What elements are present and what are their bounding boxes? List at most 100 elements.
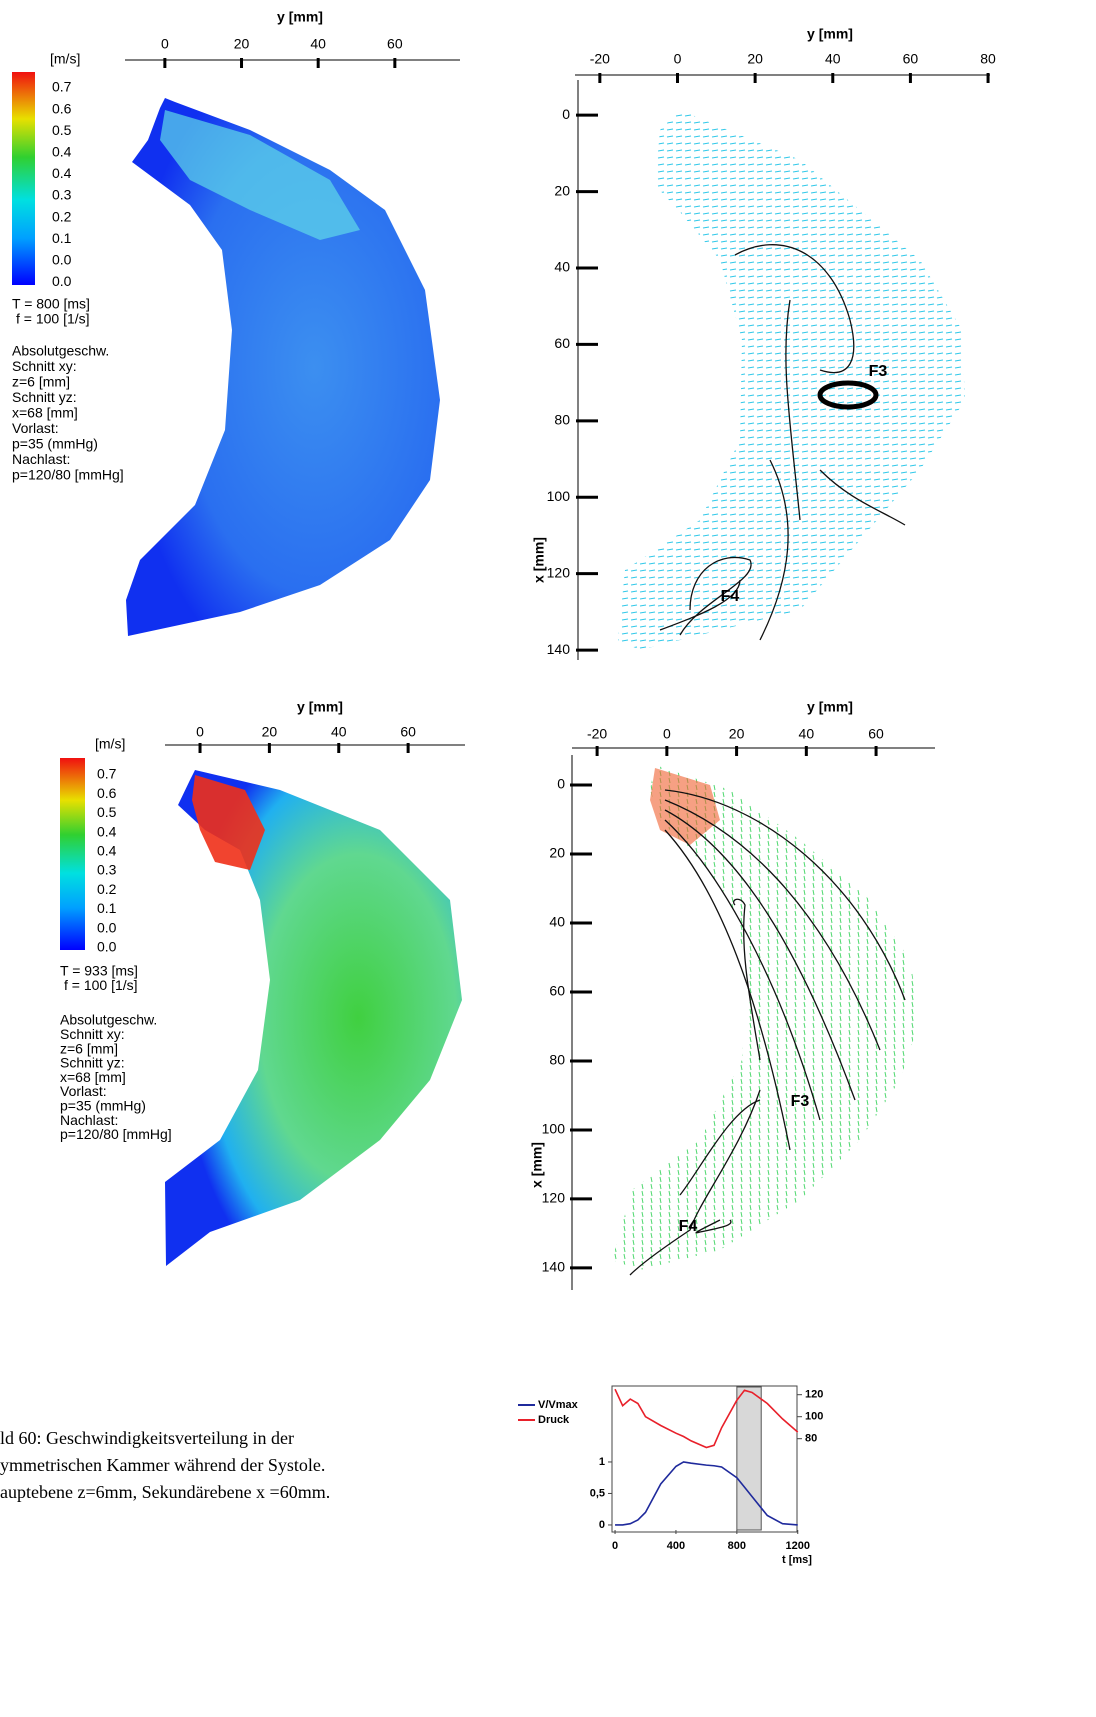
colorbar-label: 0.4 [52,165,72,181]
colorbar-label: 0.7 [97,766,117,782]
x-tick-label: 0 [196,724,204,740]
series-line [615,1461,798,1526]
colorbar-label: 0.6 [97,785,117,801]
y-tick-label: 120 [547,564,571,580]
x-tick-label: 0 [663,726,671,742]
y-tick-label: 0,5 [590,1487,605,1499]
region-label: F3 [869,363,888,380]
region-label: F4 [721,588,740,605]
axis-title: y [mm] [807,26,853,42]
x-tick-label: 40 [331,724,347,740]
x-tick-label: 40 [310,36,326,52]
vector-field [612,765,920,1270]
y-tick-label: 20 [554,182,570,198]
x-tick-label: 60 [868,726,884,742]
vector-field [618,110,965,650]
x-axis-title: t [ms] [782,1554,812,1566]
colorbar [12,72,35,285]
y-tick-label: 140 [547,641,571,657]
x-tick-label: 40 [799,726,815,742]
x-tick-label: -20 [590,51,610,67]
colorbar-label: 0.0 [97,919,117,935]
x-tick-label: 20 [234,36,250,52]
velocity-field [165,770,462,1266]
colorbar [60,758,85,950]
colorbar-label: 0.1 [97,900,117,916]
y-tick-label: 100 [542,1121,566,1137]
caption-line: ymmetrischen Kammer während der Systole. [0,1455,325,1475]
description: x=68 [mm] [60,1069,126,1085]
vortex [817,380,879,410]
x-tick-label: 0 [674,51,682,67]
vector-field-high [650,768,720,845]
description: Schnitt xy: [60,1026,125,1042]
description: z=6 [mm] [60,1040,118,1056]
description: Schnitt yz: [12,389,77,405]
y-tick-label: 0 [557,776,565,792]
velocity-field-high [160,110,360,240]
x-tick-label: 0 [161,36,169,52]
axis-title: y [mm] [297,699,343,715]
description: z=6 [mm] [12,374,70,390]
series-line [614,1388,799,1449]
description: Nachlast: [12,451,70,467]
colorbar-label: 0.1 [52,230,72,246]
x-tick-label: 60 [903,51,919,67]
description: p=35 (mmHg) [60,1098,146,1114]
highlight-band [736,1386,762,1531]
colorbar-label: 0.3 [97,862,117,878]
x-tick-label: 0 [612,1540,618,1552]
colorbar-unit: [m/s] [50,51,80,67]
description: p=35 (mmHg) [12,436,98,452]
x-tick-label: 400 [667,1540,685,1552]
description: Schnitt yz: [60,1055,125,1071]
description: Absolutgeschw. [60,1012,157,1028]
y2-tick-label: 100 [805,1411,823,1423]
y-tick-label: 1 [599,1456,605,1468]
colorbar-label: 0.0 [97,939,117,955]
parameter: f = 100 [1/s] [64,977,138,993]
x-tick-label: 20 [729,726,745,742]
axis-title: x [mm] [531,537,547,583]
x-tick-label: 800 [728,1540,746,1552]
colorbar-label: 0.2 [97,881,117,897]
y-tick-label: 40 [554,259,570,275]
y-tick-label: 40 [549,914,565,930]
x-tick-label: 60 [400,724,416,740]
y2-tick-label: 120 [805,1389,823,1401]
description: Absolutgeschw. [12,343,109,359]
legend-label: Druck [538,1414,570,1426]
y-tick-label: 100 [547,488,571,504]
colorbar-unit: [m/s] [95,736,125,752]
x-tick-label: 40 [825,51,841,67]
legend-label: V/Vmax [538,1399,579,1411]
axis-title: x [mm] [529,1142,545,1188]
velocity-field-high [192,775,265,870]
description: p=120/80 [mmHg] [60,1126,172,1142]
y-tick-label: 0 [599,1519,605,1531]
colorbar-label: 0.4 [52,144,72,160]
description: Vorlast: [60,1083,107,1099]
x-tick-label: 80 [980,51,996,67]
x-tick-label: 60 [387,36,403,52]
y-tick-label: 80 [554,412,570,428]
parameter: f = 100 [1/s] [16,311,90,327]
colorbar-label: 0.5 [97,804,117,820]
colorbar-label: 0.4 [97,823,117,839]
colorbar-label: 0.0 [52,273,72,289]
description: p=120/80 [mmHg] [12,467,124,483]
caption-line: auptebene z=6mm, Sekundärebene x =60mm. [0,1482,330,1502]
description: x=68 [mm] [12,405,78,421]
velocity-field [126,98,440,636]
parameter: T = 933 [ms] [60,963,138,979]
y-tick-label: 80 [549,1052,565,1068]
colorbar-label: 0.6 [52,100,72,116]
y-tick-label: 60 [554,335,570,351]
streamlines [629,789,906,1276]
y2-tick-label: 80 [805,1433,817,1445]
y-tick-label: 0 [562,106,570,122]
parameter: T = 800 [ms] [12,296,90,312]
description: Vorlast: [12,420,59,436]
region-label: F3 [791,1093,810,1110]
